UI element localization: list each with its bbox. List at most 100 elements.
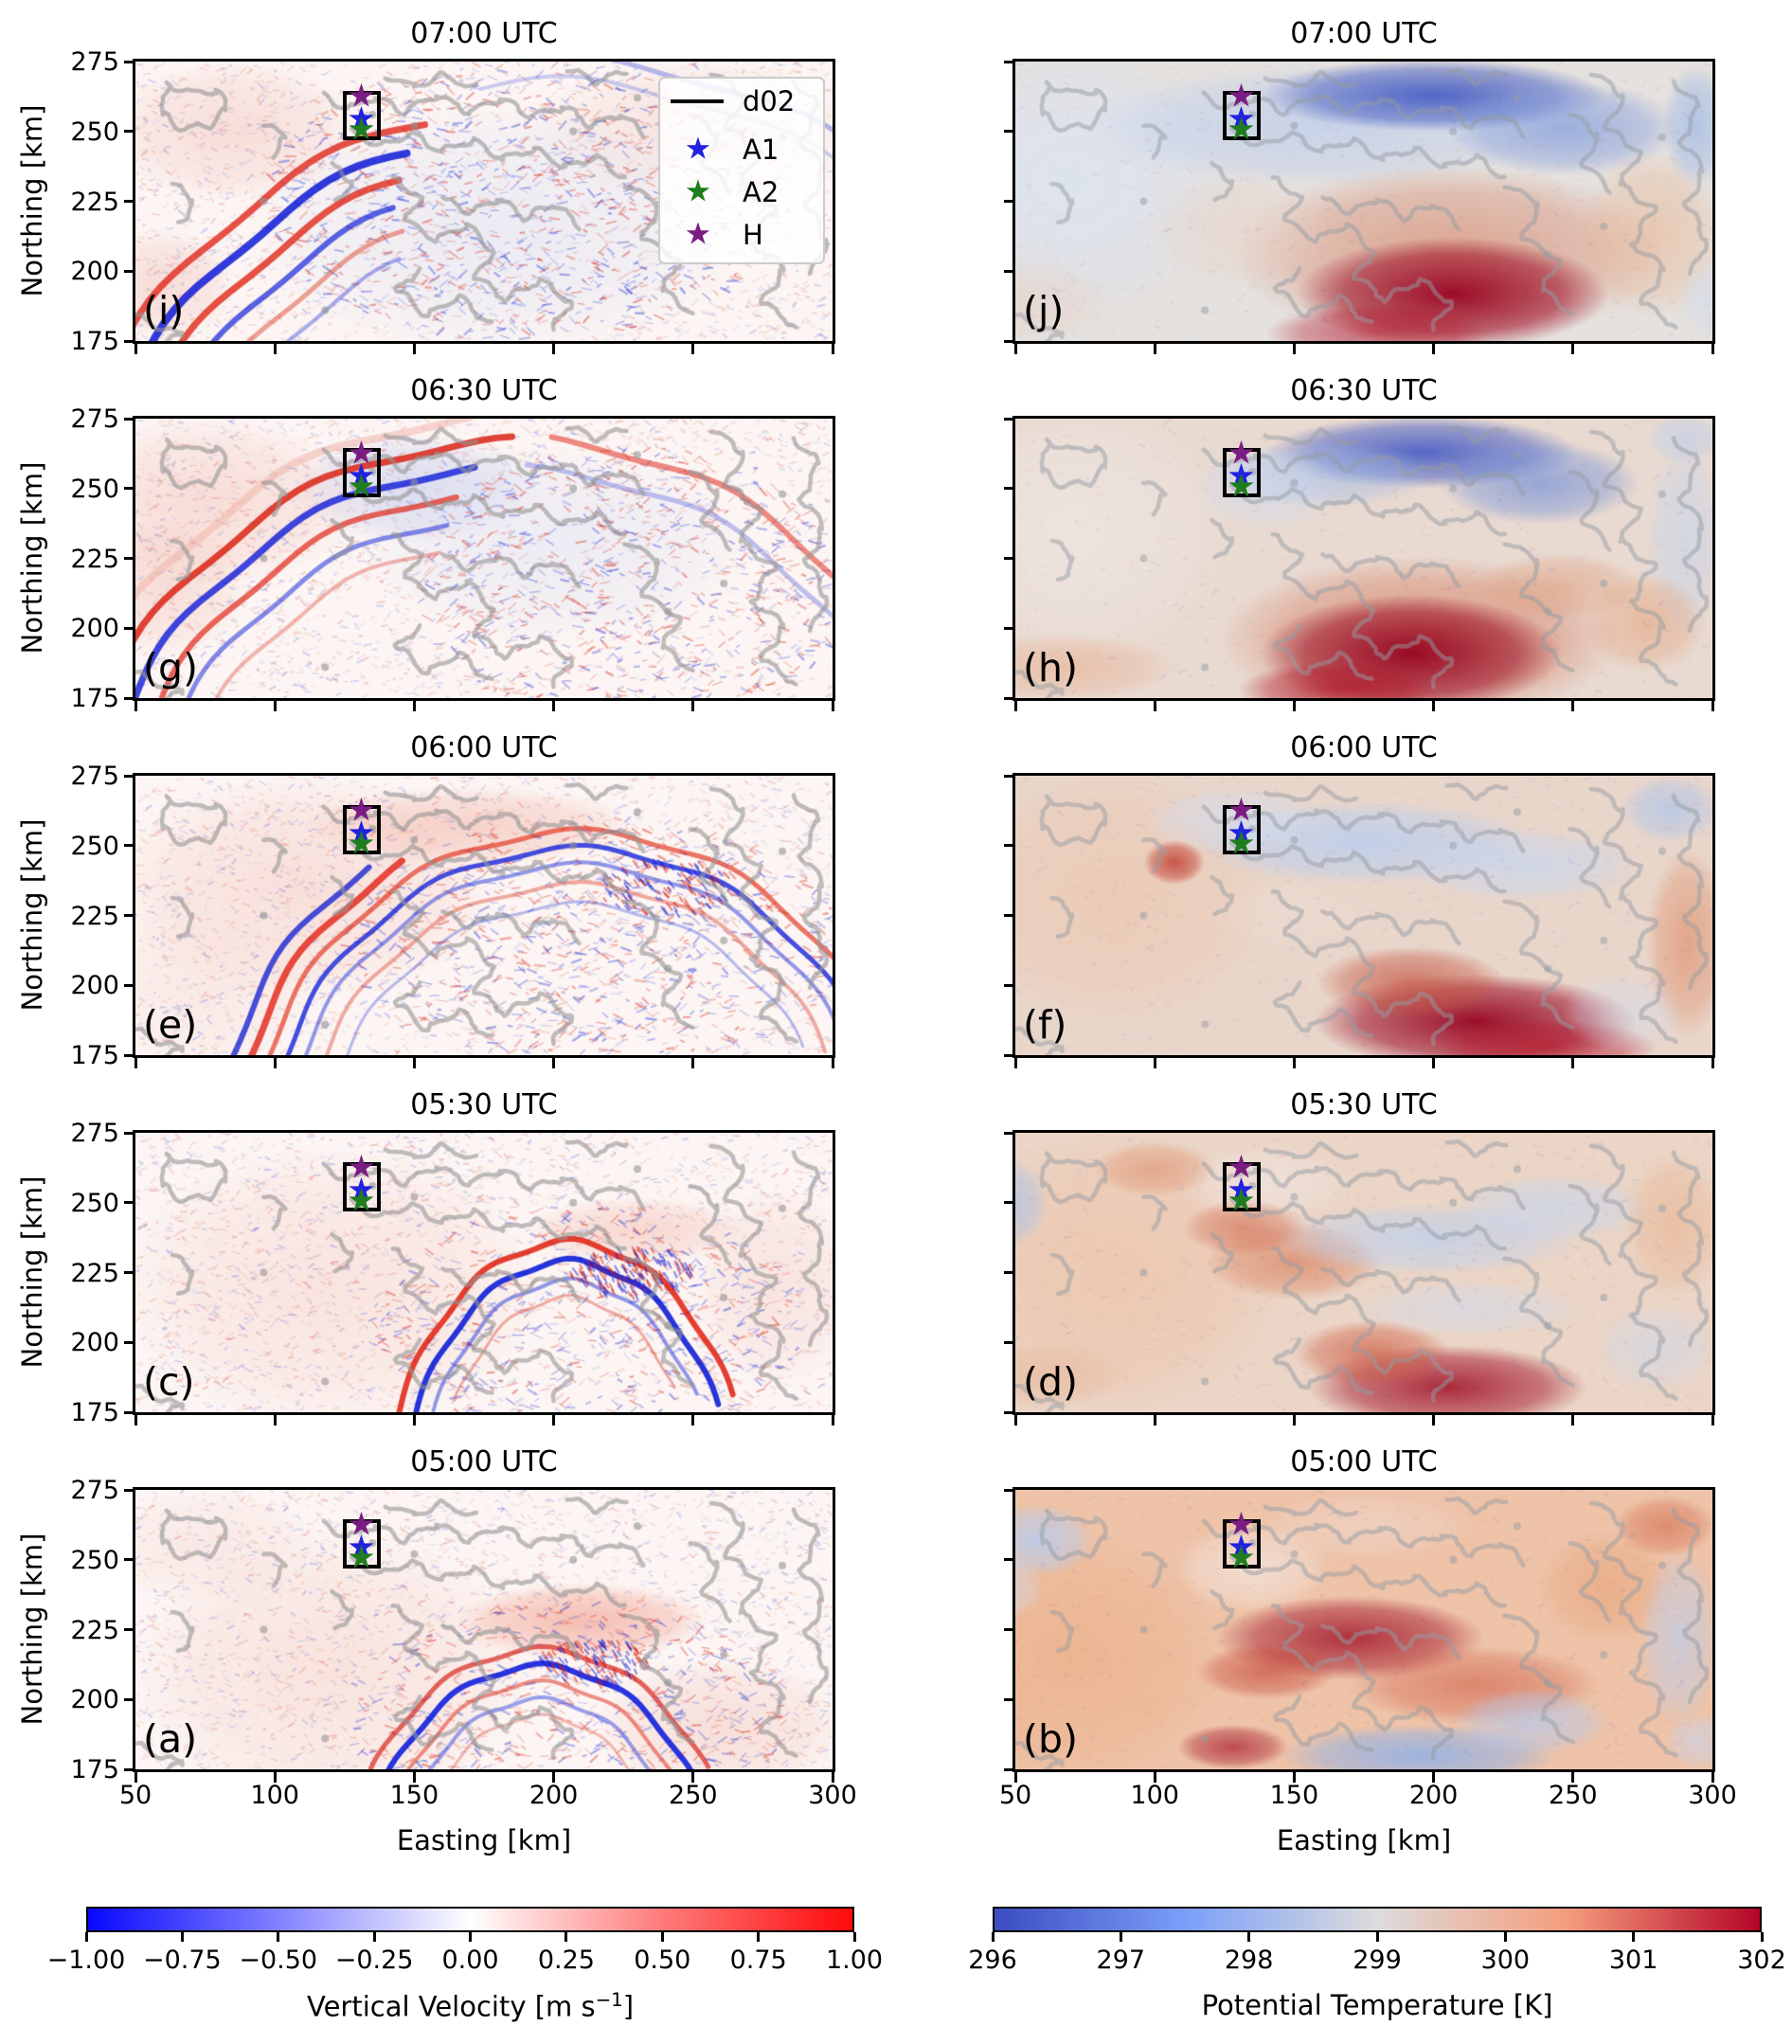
y-tick-mark (1004, 1131, 1014, 1135)
x-tick-mark (134, 701, 137, 711)
y-tick-mark (124, 1053, 134, 1057)
cbar-right-tick-label: 297 (1096, 1945, 1146, 1975)
panel-title-f: 06:00 UTC (1290, 731, 1438, 764)
marker-star-A2: ★ (1227, 824, 1256, 863)
y-tick-label: 275 (70, 762, 119, 791)
y-tick-mark (124, 626, 134, 630)
cbar-right-tick-mark (1247, 1932, 1251, 1942)
y-tick-mark (124, 844, 134, 848)
colorbar-left-label-suffix: ] (622, 1990, 635, 2023)
analysis-box (343, 1161, 382, 1211)
panel-letter-d: (d) (1023, 1359, 1079, 1405)
marker-star-A1: ★ (1227, 457, 1256, 495)
cbar-right-tick-mark (1632, 1932, 1636, 1942)
heatmap-canvas-b (1015, 1490, 1712, 1769)
x-tick-mark (1013, 1772, 1017, 1783)
x-tick-mark (1153, 1058, 1156, 1068)
cbar-left-tick-label: 0.25 (537, 1945, 595, 1975)
legend-label-A1: A1 (743, 134, 780, 166)
marker-star-A2: ★ (1227, 1538, 1256, 1577)
x-tick-mark (273, 1415, 277, 1425)
y-axis-label: Northing [km] (16, 461, 48, 654)
y-tick-label: 200 (70, 1328, 119, 1358)
cbar-right-tick-label: 301 (1608, 1945, 1658, 1975)
y-tick-mark (1004, 60, 1014, 63)
x-tick-mark (1153, 344, 1156, 354)
x-tick-mark (831, 344, 834, 354)
marker-star-A2: ★ (347, 824, 376, 863)
colorbar-vertical-velocity (86, 1907, 854, 1932)
cbar-left-tick-mark (564, 1932, 568, 1942)
x-tick-mark (1711, 1415, 1714, 1425)
cbar-left-tick-label: −0.25 (334, 1945, 414, 1975)
x-tick-mark (1571, 344, 1575, 354)
x-tick-mark (412, 701, 416, 711)
cbar-right-tick-label: 299 (1353, 1945, 1402, 1975)
y-tick-mark (124, 1131, 134, 1135)
panel-letter-a: (a) (143, 1716, 198, 1762)
x-tick-mark (1292, 1415, 1296, 1425)
x-tick-mark (412, 1772, 416, 1783)
y-tick-mark (1004, 1628, 1014, 1631)
y-tick-mark (124, 557, 134, 560)
x-tick-label: 300 (1688, 1781, 1737, 1810)
panel-title-g: 06:30 UTC (410, 374, 558, 407)
y-tick-mark (1004, 1488, 1014, 1492)
cbar-right-tick-label: 298 (1224, 1945, 1274, 1975)
y-tick-mark (124, 269, 134, 273)
marker-star-A1: ★ (347, 99, 376, 138)
y-tick-label: 250 (70, 117, 119, 147)
x-tick-mark (552, 701, 556, 711)
x-axis-label-left: Easting [km] (396, 1824, 572, 1856)
colorbar-potential-temperature (993, 1907, 1762, 1932)
marker-star-A2: ★ (347, 1181, 376, 1220)
heatmap-canvas-j (1015, 62, 1712, 341)
y-tick-label: 200 (70, 257, 119, 287)
panel-title-a: 05:00 UTC (410, 1445, 558, 1479)
y-tick-mark (1004, 844, 1014, 848)
panel-letter-e: (e) (143, 1002, 198, 1048)
y-tick-mark (124, 983, 134, 987)
marker-star-H: ★ (1227, 1505, 1256, 1544)
colorbar-left-label: Vertical Velocity [m s−1] (86, 1989, 854, 2023)
x-tick-mark (691, 1415, 695, 1425)
cbar-left-tick-mark (180, 1932, 184, 1942)
y-tick-label: 250 (70, 474, 119, 504)
y-tick-mark (124, 1271, 134, 1274)
cbar-right-tick-mark (1119, 1932, 1122, 1942)
legend-box (658, 77, 825, 264)
analysis-box (343, 447, 382, 497)
x-tick-mark (412, 1058, 416, 1068)
y-tick-mark (1004, 1558, 1014, 1562)
x-tick-mark (1153, 701, 1156, 711)
y-tick-mark (1004, 487, 1014, 491)
y-tick-mark (1004, 774, 1014, 778)
y-tick-label: 175 (70, 1398, 119, 1427)
panel-title-b: 05:00 UTC (1290, 1445, 1438, 1479)
legend-label-H: H (743, 219, 763, 251)
cbar-left-tick-label: −0.50 (239, 1945, 318, 1975)
y-tick-mark (1004, 1053, 1014, 1057)
marker-star-H: ★ (1227, 434, 1256, 473)
analysis-box (1223, 1518, 1262, 1569)
x-tick-mark (1711, 344, 1714, 354)
y-tick-label: 225 (70, 901, 119, 931)
y-tick-mark (1004, 339, 1014, 343)
x-tick-label: 250 (669, 1781, 718, 1810)
x-tick-mark (273, 1058, 277, 1068)
x-tick-mark (1292, 1058, 1296, 1068)
cbar-left-tick-label: −0.75 (143, 1945, 222, 1975)
x-tick-mark (1013, 701, 1017, 711)
x-tick-mark (691, 344, 695, 354)
y-tick-mark (1004, 417, 1014, 421)
x-tick-mark (1292, 701, 1296, 711)
y-tick-mark (1004, 1340, 1014, 1344)
y-tick-mark (1004, 696, 1014, 700)
x-tick-mark (1013, 344, 1017, 354)
cbar-left-tick-label: −1.00 (46, 1945, 126, 1975)
colorbar-right-label: Potential Temperature [K] (993, 1989, 1762, 2021)
marker-star-H: ★ (347, 791, 376, 830)
y-tick-mark (124, 1767, 134, 1771)
y-tick-mark (124, 417, 134, 421)
x-tick-label: 200 (529, 1781, 579, 1810)
